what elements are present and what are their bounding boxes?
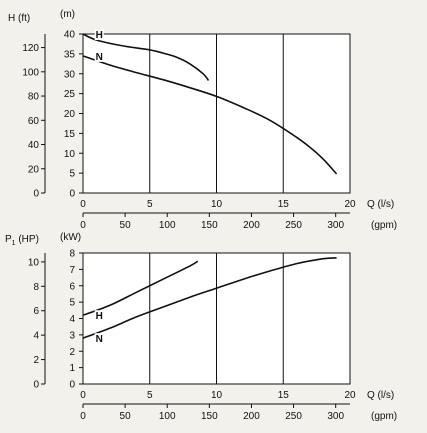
- x-lps-unit: Q (l/s): [367, 199, 394, 210]
- y-metric-tick-label: 5: [69, 298, 75, 309]
- y-metric-tick-label: 1: [69, 363, 75, 374]
- y-imperial-tick-label: 80: [28, 92, 40, 103]
- x-lps-tick-label: 15: [278, 199, 290, 210]
- y-metric-tick-label: 20: [64, 109, 76, 120]
- y-imperial-tick-label: 120: [22, 43, 39, 54]
- y-imperial-tick-label: 6: [33, 306, 39, 317]
- y-metric-tick-label: 0: [69, 189, 75, 200]
- y-imperial-tick-label: 0: [33, 380, 39, 391]
- x-gpm-tick-label: 300: [327, 411, 344, 422]
- x-gpm-tick-label: 50: [120, 411, 132, 422]
- x-gpm-tick-label: 250: [285, 220, 302, 231]
- curve-label-plate: [94, 50, 104, 62]
- x-lps-tick-label: 0: [80, 199, 86, 210]
- curve-h: [82, 33, 210, 82]
- x-gpm-tick-label: 150: [201, 411, 218, 422]
- y-imperial-tick-label: 100: [22, 67, 39, 78]
- x-gpm-tick-label: 50: [120, 220, 132, 231]
- y-metric-tick-label: 6: [69, 281, 75, 292]
- x-gpm-tick-label: 0: [80, 411, 86, 422]
- x-lps-tick-label: 15: [278, 390, 290, 401]
- x-lps-tick-label: 5: [147, 199, 153, 210]
- y-imperial-tick-label: 40: [28, 140, 40, 151]
- y-imperial-tick-label: 60: [28, 116, 40, 127]
- x-gpm-tick-label: 100: [159, 220, 176, 231]
- y-metric-tick-label: 2: [69, 347, 75, 358]
- x-lps-tick-label: 5: [147, 390, 153, 401]
- x-lps-tick-label: 0: [80, 390, 86, 401]
- y-imperial-tick-label: 20: [28, 164, 40, 175]
- x-gpm-tick-label: 300: [327, 220, 344, 231]
- y-metric-tick-label: 5: [69, 169, 75, 180]
- curve-label-n: N: [96, 52, 103, 63]
- curve-label-plate: [94, 310, 104, 322]
- x-lps-tick-label: 10: [211, 199, 223, 210]
- y-metric-tick-label: 15: [64, 129, 76, 140]
- y-metric-tick-label: 4: [69, 314, 75, 325]
- x-gpm-tick-label: 200: [243, 411, 260, 422]
- y-metric-tick-label: 40: [64, 30, 76, 41]
- y-imperial-unit: P1 (HP): [5, 234, 39, 247]
- curve-label-plate: [94, 29, 104, 40]
- y-metric-tick-label: 0: [69, 380, 75, 391]
- curve-h: [82, 260, 199, 316]
- x-gpm-unit: (gpm): [371, 220, 397, 231]
- x-gpm-tick-label: 100: [159, 411, 176, 422]
- y-metric-tick-label: 25: [64, 89, 76, 100]
- y-metric-tick-label: 7: [69, 265, 75, 276]
- x-gpm-tick-label: 200: [243, 220, 260, 231]
- x-lps-tick-label: 20: [344, 199, 356, 210]
- y-imperial-tick-label: 10: [28, 257, 40, 268]
- x-gpm-tick-label: 0: [80, 220, 86, 231]
- y-metric-unit: (m): [60, 9, 75, 20]
- power-chart: 0 1 2 3 4 5 6 7 8 0 2 4 6 8 10 P1 (HP) (kW) 0 5 10 15 20 Q (l/…: [5, 232, 397, 422]
- y-metric-tick-label: 10: [64, 149, 76, 160]
- curve-label-plate: [94, 333, 104, 345]
- curve-n: [82, 257, 337, 339]
- y-metric-tick-label: 35: [64, 49, 76, 60]
- x-gpm-unit: (gpm): [371, 411, 397, 422]
- y-imperial-tick-label: 2: [33, 355, 39, 366]
- y-metric-tick-label: 30: [64, 69, 76, 80]
- y-imperial-unit: H (ft): [8, 13, 30, 24]
- y-imperial-tick-label: 8: [33, 282, 39, 293]
- curve-label-n: N: [96, 334, 103, 345]
- curve-n: [82, 55, 338, 175]
- x-lps-tick-label: 20: [344, 390, 356, 401]
- y-metric-tick-label: 3: [69, 330, 75, 341]
- y-imperial-tick-label: 0: [33, 189, 39, 200]
- y-metric-unit: (kW): [60, 232, 81, 243]
- curve-label-h: H: [96, 30, 103, 41]
- x-lps-tick-label: 10: [211, 390, 223, 401]
- y-metric-tick-label: 8: [69, 249, 75, 260]
- x-lps-unit: Q (l/s): [367, 390, 394, 401]
- x-gpm-tick-label: 150: [201, 220, 218, 231]
- curve-label-h: H: [96, 311, 103, 322]
- y-imperial-tick-label: 4: [33, 331, 39, 342]
- x-gpm-tick-label: 250: [285, 411, 302, 422]
